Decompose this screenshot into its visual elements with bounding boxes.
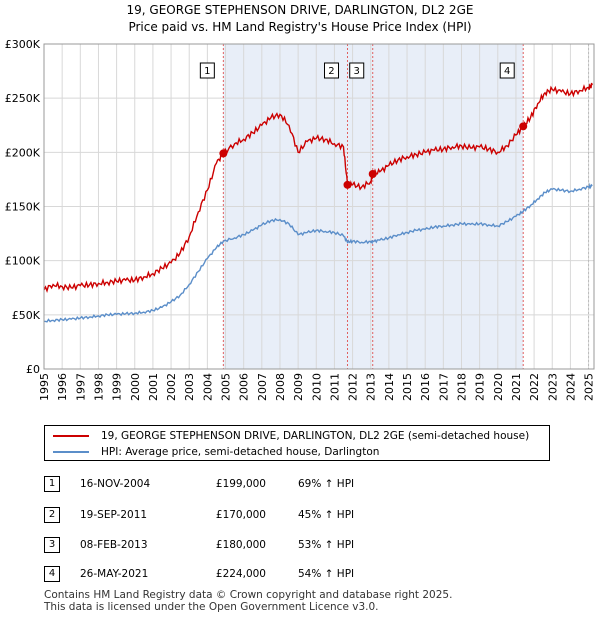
sale-point: [219, 149, 228, 158]
price-chart: £0 £50K £100K £150K £200K £250K £300K 1995 1996 1…: [5, 38, 596, 401]
sale-point: [343, 180, 352, 189]
sale-label-number: 2: [328, 66, 334, 77]
y-tick-label: £50K: [12, 309, 41, 322]
x-tick-label: 2012: [347, 373, 360, 401]
y-tick-label: £250K: [5, 92, 41, 105]
chart-title: 19, GEORGE STEPHENSON DRIVE, DARLINGTON,…: [0, 2, 600, 36]
x-tick-label: 1996: [56, 373, 69, 401]
x-tick-label: 2011: [328, 373, 341, 401]
sale-price: £199,000: [215, 478, 266, 490]
x-tick-label: 2013: [365, 373, 378, 401]
sale-number-badge: 3: [44, 537, 60, 553]
sale-date: 08-FEB-2013: [80, 539, 148, 551]
legend-swatch-property: [53, 435, 89, 437]
sale-label-number: 3: [354, 66, 360, 77]
legend-item-hpi: HPI: Average price, semi-detached house,…: [53, 444, 379, 460]
x-tick-label: 2008: [274, 373, 287, 401]
footer: Contains HM Land Registry data © Crown c…: [44, 589, 452, 613]
x-tick-label: 1995: [38, 373, 51, 401]
y-tick-label: £300K: [5, 38, 41, 51]
x-tick-label: 2015: [401, 373, 414, 401]
sale-label-box: [349, 62, 365, 79]
footer-copyright: Contains HM Land Registry data © Crown c…: [44, 589, 453, 601]
x-tick-label: 2019: [474, 373, 487, 401]
sale-row: 1 16-NOV-2004 £199,000 69% ↑ HPI: [0, 475, 600, 493]
y-tick-label: £150K: [5, 201, 41, 214]
y-tick-label: £100K: [5, 255, 41, 268]
x-tick-label: 2024: [564, 373, 577, 401]
sale-label-box: [499, 62, 515, 79]
x-tick-label: 2002: [165, 373, 178, 401]
plot-border: [43, 43, 595, 370]
x-tick-label: 2020: [492, 373, 505, 401]
legend-swatch-hpi: [53, 451, 89, 453]
sale-price: £170,000: [215, 509, 266, 521]
sale-label-box: [323, 62, 339, 79]
legend-label-hpi: HPI: Average price, semi-detached house,…: [101, 446, 380, 458]
x-tick-label: 2025: [583, 373, 596, 401]
sale-price: £224,000: [215, 568, 266, 580]
title-line-1: 19, GEORGE STEPHENSON DRIVE, DARLINGTON,…: [126, 3, 474, 17]
x-tick-label: 2004: [201, 373, 214, 401]
sale-point: [368, 170, 377, 178]
sale-date: 16-NOV-2004: [80, 478, 151, 490]
x-tick-label: 1999: [111, 373, 124, 401]
title-line-2: Price paid vs. HM Land Registry's House …: [128, 20, 472, 34]
x-tick-label: 2010: [310, 373, 323, 401]
sale-label-number: 4: [504, 66, 510, 77]
y-tick-label: £0: [26, 363, 40, 376]
legend-item-property: 19, GEORGE STEPHENSON DRIVE, DARLINGTON,…: [53, 428, 529, 444]
sale-number-badge: 4: [44, 566, 60, 582]
x-tick-label: 2022: [528, 373, 541, 401]
sale-hpi-change: 45% ↑ HPI: [298, 509, 355, 521]
sale-row: 4 26-MAY-2021 £224,000 54% ↑ HPI: [0, 565, 600, 583]
sale-label-box: [199, 62, 215, 79]
sale-number-badge: 1: [44, 476, 60, 492]
property-price-line: [43, 82, 593, 293]
x-tick-label: 2003: [183, 373, 196, 401]
x-tick-label: 2023: [546, 373, 559, 401]
sale-price: £180,000: [215, 539, 266, 551]
x-tick-label: 2016: [419, 373, 432, 401]
x-tick-label: 2000: [129, 373, 142, 401]
x-tick-label: 1997: [74, 373, 87, 401]
sale-label-number: 1: [204, 66, 210, 77]
x-tick-label: 2006: [238, 373, 251, 401]
sale-row: 3 08-FEB-2013 £180,000 53% ↑ HPI: [0, 536, 600, 554]
x-tick-label: 2009: [292, 373, 305, 401]
x-tick-label: 1998: [92, 373, 105, 401]
x-tick-label: 2017: [437, 373, 450, 401]
legend-label-property: 19, GEORGE STEPHENSON DRIVE, DARLINGTON,…: [101, 430, 530, 442]
sale-row: 2 19-SEP-2011 £170,000 45% ↑ HPI: [0, 506, 600, 524]
x-tick-label: 2007: [256, 373, 269, 401]
x-tick-label: 2014: [383, 373, 396, 401]
footer-licence: This data is licensed under the Open Gov…: [44, 601, 379, 613]
sale-hpi-change: 53% ↑ HPI: [298, 539, 355, 551]
sale-number-badge: 2: [44, 507, 60, 523]
sale-date: 19-SEP-2011: [80, 509, 148, 521]
sale-point: [519, 122, 528, 131]
x-tick-label: 2001: [147, 373, 160, 401]
y-tick-label: £200K: [5, 146, 41, 159]
sale-hpi-change: 69% ↑ HPI: [298, 478, 355, 490]
legend: 19, GEORGE STEPHENSON DRIVE, DARLINGTON,…: [44, 425, 550, 461]
sale-date: 26-MAY-2021: [80, 568, 149, 580]
hpi-line: [43, 182, 593, 323]
x-tick-label: 2005: [220, 373, 233, 401]
x-tick-label: 2021: [510, 373, 523, 401]
x-tick-label: 2018: [455, 373, 468, 401]
sale-hpi-change: 54% ↑ HPI: [298, 568, 355, 580]
